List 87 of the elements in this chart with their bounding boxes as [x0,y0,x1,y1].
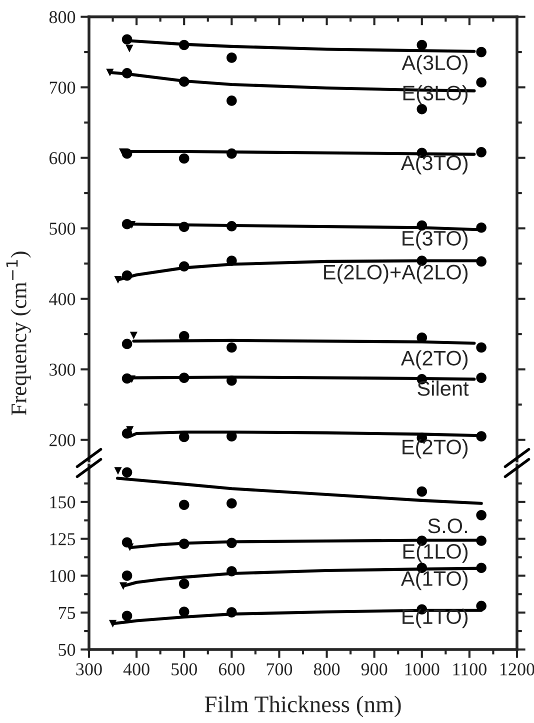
y-tick-label: 100 [50,570,76,582]
point [108,620,117,628]
point [476,536,486,546]
point [178,222,190,232]
point [178,578,190,589]
point [476,46,486,58]
point [122,270,132,281]
y-tick-label: 75 [58,607,76,620]
point [226,221,237,232]
y-tick-label: 125 [50,533,76,546]
point [106,68,114,76]
point [226,607,237,618]
x-tick-label: 1100 [453,663,486,676]
point [122,34,132,45]
point [226,148,237,159]
y-tick-label: 200 [50,434,76,446]
y-tick-label: 600 [50,152,76,164]
x-tick-label: 400 [123,663,150,676]
point [178,538,190,549]
series-label: E(1LO) [403,543,468,563]
point [476,510,486,520]
x-tick-label: 800 [314,663,340,676]
series-label: E(2LO)+A(2LO) [324,264,468,284]
x-tick-label: 1200 [500,663,534,676]
x-tick-label: 900 [361,663,388,676]
point [178,261,190,272]
y-tick-label: 700 [50,82,76,94]
y-tick-label: 50 [58,644,76,656]
legend-label: E(2TO) [402,439,468,459]
point [416,104,428,114]
y-tick-label: 150 [50,496,76,508]
point [178,372,190,383]
x-tick-label: 600 [218,663,245,676]
series-label: Silent [418,380,469,396]
point [226,256,237,266]
point [416,220,428,231]
point [114,276,122,284]
point [476,562,486,574]
series-label: A(3LO) [402,54,468,74]
point [226,566,237,576]
point [416,40,428,50]
point [476,222,486,233]
point [476,431,486,442]
point [122,610,132,621]
point [226,96,237,106]
x-axis-title: Film Thickness (nm) [204,696,401,718]
point [178,76,190,87]
point [226,375,237,386]
point [178,606,190,617]
point [226,498,237,509]
x-tick-label: 500 [172,663,197,676]
point [178,153,190,164]
point [114,467,122,475]
point [126,44,134,52]
y-axis-title: Frequency (cm$^{−1}$) [6,252,31,416]
y-tick-label: 400 [49,293,76,306]
point [178,500,190,510]
point [118,148,127,156]
point [416,486,428,497]
series-label: A(2TO) [400,350,468,370]
point [476,77,486,88]
y-tick-label: 300 [50,364,76,376]
point [119,582,128,590]
x-tick-label: 700 [266,663,292,676]
series-label: A(3TO) [400,154,468,174]
point [122,68,132,78]
point [226,538,237,548]
series-label: E(1TO) [402,608,468,628]
x-tick-label: 300 [76,663,102,676]
series-label: S.O. [428,518,467,534]
point [226,342,237,353]
y-tick-label: 800 [49,11,76,24]
point [476,372,486,383]
point [122,338,132,350]
point [476,256,486,267]
point [122,570,132,581]
series-label: E(3TO) [402,230,468,250]
point [122,467,132,478]
x-tick-label: 1000 [405,663,440,676]
point [130,332,138,340]
point [226,52,237,63]
point [476,147,486,158]
point [476,342,486,353]
y-tick-label: 500 [50,222,76,235]
point [178,40,190,50]
series-label: A(1TO) [400,570,468,590]
point [476,600,486,612]
